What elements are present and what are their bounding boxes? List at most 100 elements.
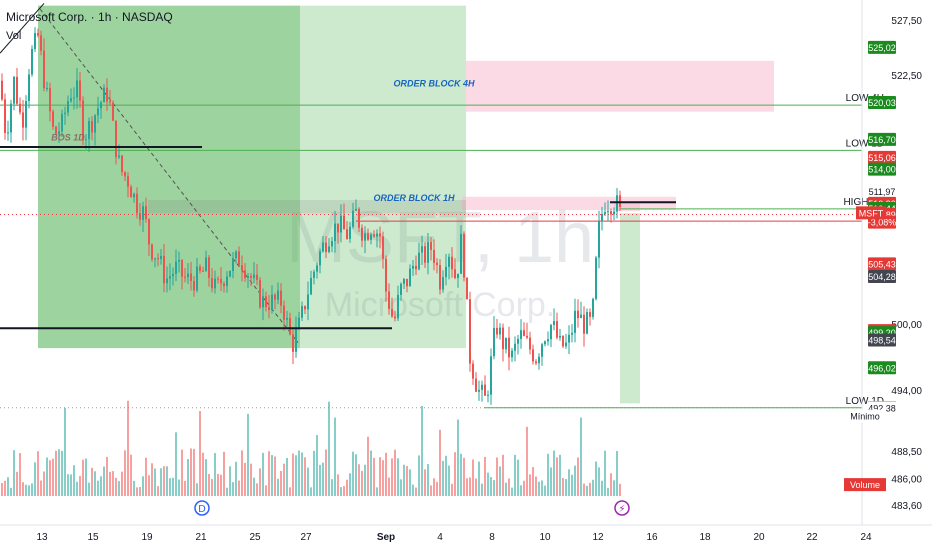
candle-body-71: [214, 278, 216, 289]
candle-body-127: [382, 236, 384, 259]
candle-body-25: [76, 80, 78, 98]
zone-0: [38, 5, 300, 349]
candle-body-92: [277, 290, 279, 300]
candle-body-167: [502, 327, 504, 350]
volume-bar-15: [46, 457, 48, 496]
volume-bar-107: [322, 462, 324, 496]
candle-body-154: [463, 233, 465, 278]
candle-body-68: [205, 257, 207, 272]
candle-body-173: [520, 330, 522, 339]
candle-body-193: [580, 314, 582, 319]
volume-bar-165: [496, 457, 498, 496]
price-tag-1: 520,03: [868, 98, 896, 108]
event-label-0: D: [198, 504, 206, 515]
candle-body-114: [343, 215, 345, 230]
candle-body-1: [4, 99, 6, 134]
candle-body-80: [241, 265, 243, 271]
candle-body-159: [478, 389, 480, 392]
volume-bar-125: [376, 487, 378, 496]
volume-bar-191: [574, 465, 576, 496]
volume-bar-150: [451, 483, 453, 496]
volume-bar-152: [457, 419, 459, 496]
trendline-dashed: [39, 8, 299, 343]
volume-bar-75: [226, 487, 228, 496]
candle-body-6: [19, 103, 21, 113]
candle-body-87: [262, 296, 264, 308]
candle-body-116: [349, 226, 351, 239]
volume-bar-55: [166, 466, 168, 496]
annotation-0: ORDER BLOCK 4H: [393, 78, 475, 88]
volume-bar-195: [586, 485, 588, 496]
candle-body-15: [46, 87, 48, 89]
candle-body-7: [22, 112, 24, 128]
volume-bar-74: [223, 451, 225, 496]
candle-body-59: [178, 259, 180, 262]
candle-body-17: [52, 111, 54, 127]
volume-indicator-label[interactable]: Vol: [6, 30, 22, 42]
candle-body-98: [295, 328, 297, 352]
zone-3: [462, 196, 676, 211]
candle-body-158: [475, 378, 477, 392]
volume-bar-9: [28, 485, 30, 496]
x-tick-0: 13: [36, 532, 48, 543]
candle-body-83: [250, 276, 252, 278]
candle-body-81: [244, 270, 246, 279]
candle-body-79: [238, 251, 240, 266]
volume-bar-143: [430, 485, 432, 496]
volume-bar-66: [199, 411, 201, 496]
event-marker-1: [614, 500, 630, 516]
event-marker-0: [194, 500, 210, 516]
candle-body-203: [610, 211, 612, 215]
volume-bar-132: [397, 458, 399, 496]
volume-bar-104: [313, 450, 315, 496]
candle-body-122: [367, 233, 369, 240]
y-tick-5: 486,00: [891, 474, 922, 485]
candle-body-132: [397, 294, 399, 319]
volume-bar-42: [127, 400, 129, 496]
volume-bar-18: [55, 450, 57, 496]
candle-body-19: [58, 131, 60, 135]
volume-bar-137: [412, 484, 414, 496]
volume-bar-67: [202, 452, 204, 496]
candle-body-123: [370, 234, 372, 240]
candle-body-101: [304, 306, 306, 310]
candle-body-164: [493, 327, 495, 357]
volume-bar-40: [121, 471, 123, 496]
candle-body-96: [289, 317, 291, 335]
candle-body-199: [598, 221, 600, 258]
volume-bar-11: [34, 462, 36, 496]
price-tag-bg-2: [868, 132, 896, 146]
volume-bar-127: [382, 460, 384, 496]
candle-body-129: [388, 291, 390, 310]
volume-bar-103: [310, 487, 312, 496]
candle-body-66: [199, 266, 201, 271]
y-tick-3: 494,00: [891, 386, 922, 397]
volume-bar-159: [478, 461, 480, 496]
candle-body-149: [448, 256, 450, 267]
annotation-1: ORDER BLOCK 1H: [373, 193, 455, 203]
candle-body-8: [25, 101, 27, 128]
volume-bar-38: [115, 477, 117, 496]
candle-body-179: [538, 356, 540, 364]
volume-bar-130: [391, 458, 393, 496]
x-tick-10: 12: [592, 532, 604, 543]
volume-bar-162: [487, 472, 489, 496]
candle-body-78: [235, 251, 237, 259]
candle-body-38: [115, 120, 117, 158]
volume-bar-205: [616, 450, 618, 496]
volume-bar-82: [247, 413, 249, 496]
price-tag-bg-11: [868, 270, 896, 284]
volume-bar-54: [163, 466, 165, 496]
candle-body-115: [346, 229, 348, 239]
volume-bar-122: [367, 436, 369, 496]
volume-bar-22: [67, 474, 69, 496]
side-tag-bg-1: [844, 409, 886, 423]
volume-bar-80: [241, 450, 243, 496]
volume-bar-116: [349, 473, 351, 496]
symbol-line[interactable]: Microsoft Corp. · 1h · NASDAQ: [6, 10, 173, 24]
candle-body-121: [364, 233, 366, 241]
volume-bar-46: [139, 487, 141, 496]
candle-body-112: [337, 223, 339, 233]
